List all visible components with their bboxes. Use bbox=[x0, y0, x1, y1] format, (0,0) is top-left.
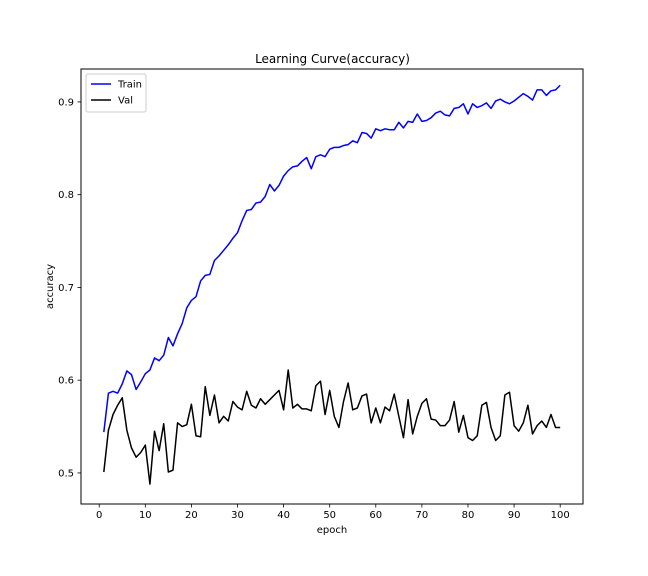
x-tick-label: 70 bbox=[416, 510, 429, 521]
chart-title: Learning Curve(accuracy) bbox=[255, 52, 410, 66]
legend: Train Val bbox=[85, 73, 147, 113]
plot-area bbox=[80, 68, 584, 505]
y-axis-label: accuracy bbox=[45, 264, 56, 309]
x-tick-label: 20 bbox=[185, 510, 198, 521]
x-tick-label: 30 bbox=[231, 510, 244, 521]
y-tick-label: 0.6 bbox=[58, 376, 74, 387]
x-tick-label: 100 bbox=[551, 510, 570, 521]
legend-label-val: Val bbox=[118, 96, 133, 107]
x-tick-label: 50 bbox=[323, 510, 336, 521]
series-line-train bbox=[103, 84, 561, 433]
plot-frame bbox=[80, 68, 584, 505]
y-tick-label: 0.8 bbox=[58, 190, 74, 201]
y-axis: 0.5 0.6 0.7 0.8 0.9 bbox=[58, 97, 81, 479]
x-tick-label: 40 bbox=[277, 510, 290, 521]
series-line-val bbox=[103, 369, 561, 485]
y-tick-label: 0.9 bbox=[58, 97, 74, 108]
x-axis: 0 10 20 30 40 50 60 70 80 90 100 bbox=[96, 504, 570, 521]
x-tick-label: 0 bbox=[96, 510, 102, 521]
x-tick-label: 10 bbox=[139, 510, 152, 521]
series-layer bbox=[103, 84, 561, 485]
x-axis-label: epoch bbox=[317, 525, 347, 536]
x-tick-label: 90 bbox=[508, 510, 521, 521]
y-tick-label: 0.5 bbox=[58, 468, 74, 479]
x-tick-label: 80 bbox=[462, 510, 475, 521]
x-tick-label: 60 bbox=[369, 510, 382, 521]
y-tick-label: 0.7 bbox=[58, 283, 74, 294]
legend-label-train: Train bbox=[117, 80, 142, 91]
